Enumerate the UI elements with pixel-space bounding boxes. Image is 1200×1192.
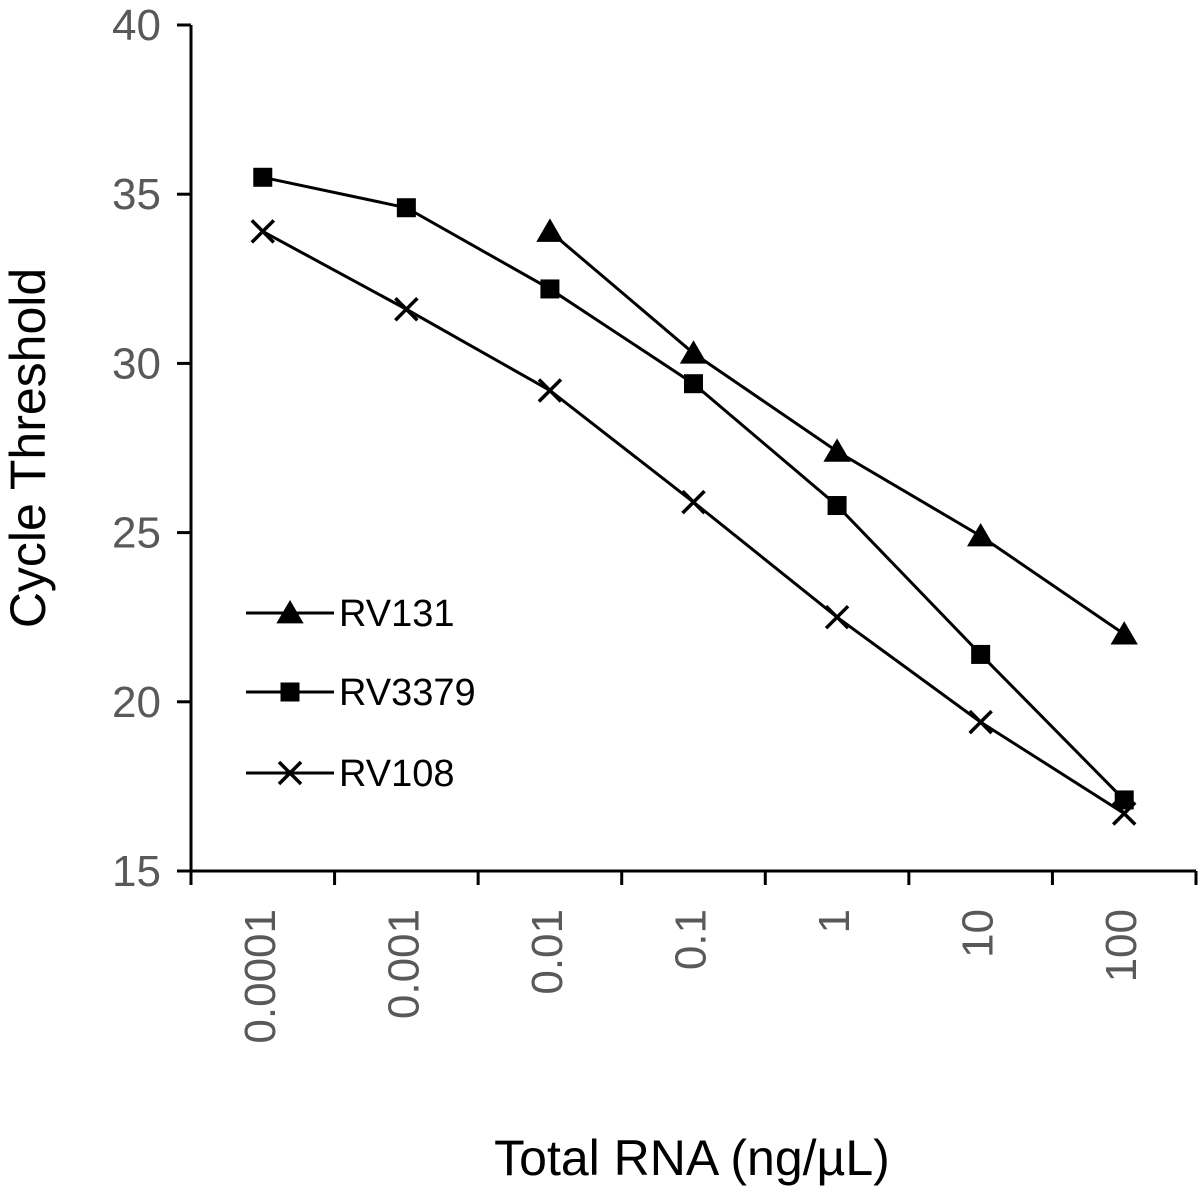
data-point-RV108	[681, 489, 706, 515]
data-point-RV3379	[971, 644, 991, 664]
x-axis-title: Total RNA (ng/µL)	[494, 1130, 890, 1186]
x-tick-label: 100	[1097, 909, 1146, 982]
legend-label: RV108	[339, 753, 455, 795]
data-point-RV108-stroke-b	[394, 297, 419, 322]
data-point-RV131	[966, 522, 995, 547]
data-point-RV3379	[396, 198, 416, 218]
data-point-RV108	[824, 604, 850, 630]
data-point-RV131	[1110, 621, 1138, 645]
data-point-RV108	[968, 709, 993, 735]
data-point-RV108	[1111, 801, 1137, 826]
data-point-RV108-stroke-b	[250, 219, 276, 244]
data-point-RV108-stroke-b	[1111, 801, 1137, 826]
series-line-RV108	[262, 230, 1126, 815]
data-point-RV108-stroke-b	[824, 604, 850, 630]
data-point-RV131	[679, 340, 708, 364]
legend: RV131 RV3379 RV108	[246, 593, 476, 795]
data-point-RV3379	[684, 374, 703, 394]
y-axis-title: Cycle Threshold	[0, 268, 56, 628]
data-point-RV3379	[253, 167, 273, 187]
x-tick-label: 0.01	[523, 909, 572, 995]
data-point-RV131	[536, 218, 564, 242]
data-point-RV108	[394, 297, 419, 322]
series-line-RV131	[548, 230, 1126, 636]
y-tick-label: 40	[112, 1, 161, 50]
legend-label: RV3379	[339, 672, 476, 714]
legend-item-RV131: RV131	[246, 593, 455, 635]
data-point-RV3379	[540, 279, 560, 299]
data-point-RV108-stroke-b	[681, 489, 706, 515]
data-point-RV131	[823, 438, 851, 462]
x-tick-label: 10	[954, 909, 1003, 958]
legend-item-RV108: RV108	[246, 753, 455, 795]
data-point-RV108	[537, 378, 563, 403]
data-point-RV3379	[827, 496, 847, 516]
y-tick-label: 35	[112, 170, 161, 219]
legend-label: RV131	[339, 593, 455, 635]
x-tick-label: 0.1	[667, 909, 716, 970]
plot-area	[250, 167, 1138, 826]
x-tick-label: 0.0001	[236, 909, 285, 1044]
series-RV108	[250, 219, 1137, 826]
series-RV131	[536, 218, 1138, 645]
legend-marker	[276, 600, 304, 624]
legend-marker	[277, 760, 303, 786]
data-point-RV108-stroke-b	[968, 709, 993, 735]
legend-marker-stroke-b	[277, 760, 303, 786]
legend-marker	[280, 682, 300, 702]
x-tick-label: 1	[810, 909, 859, 933]
data-point-RV108-stroke-b	[537, 378, 563, 403]
y-tick-label: 25	[112, 509, 161, 558]
y-tick-label: 15	[112, 847, 161, 896]
data-point-RV3379	[1114, 790, 1134, 810]
legend-item-RV3379: RV3379	[246, 672, 476, 714]
y-tick-label: 30	[112, 339, 161, 388]
series-RV3379	[253, 167, 1134, 810]
data-point-RV108	[250, 219, 276, 244]
x-tick-label: 0.001	[379, 909, 428, 1019]
axes: 15 20 25 30 35 40 0.0001 0.001 0.01 0.1 1 10 100	[112, 1, 1198, 1044]
y-tick-label: 20	[112, 678, 161, 727]
